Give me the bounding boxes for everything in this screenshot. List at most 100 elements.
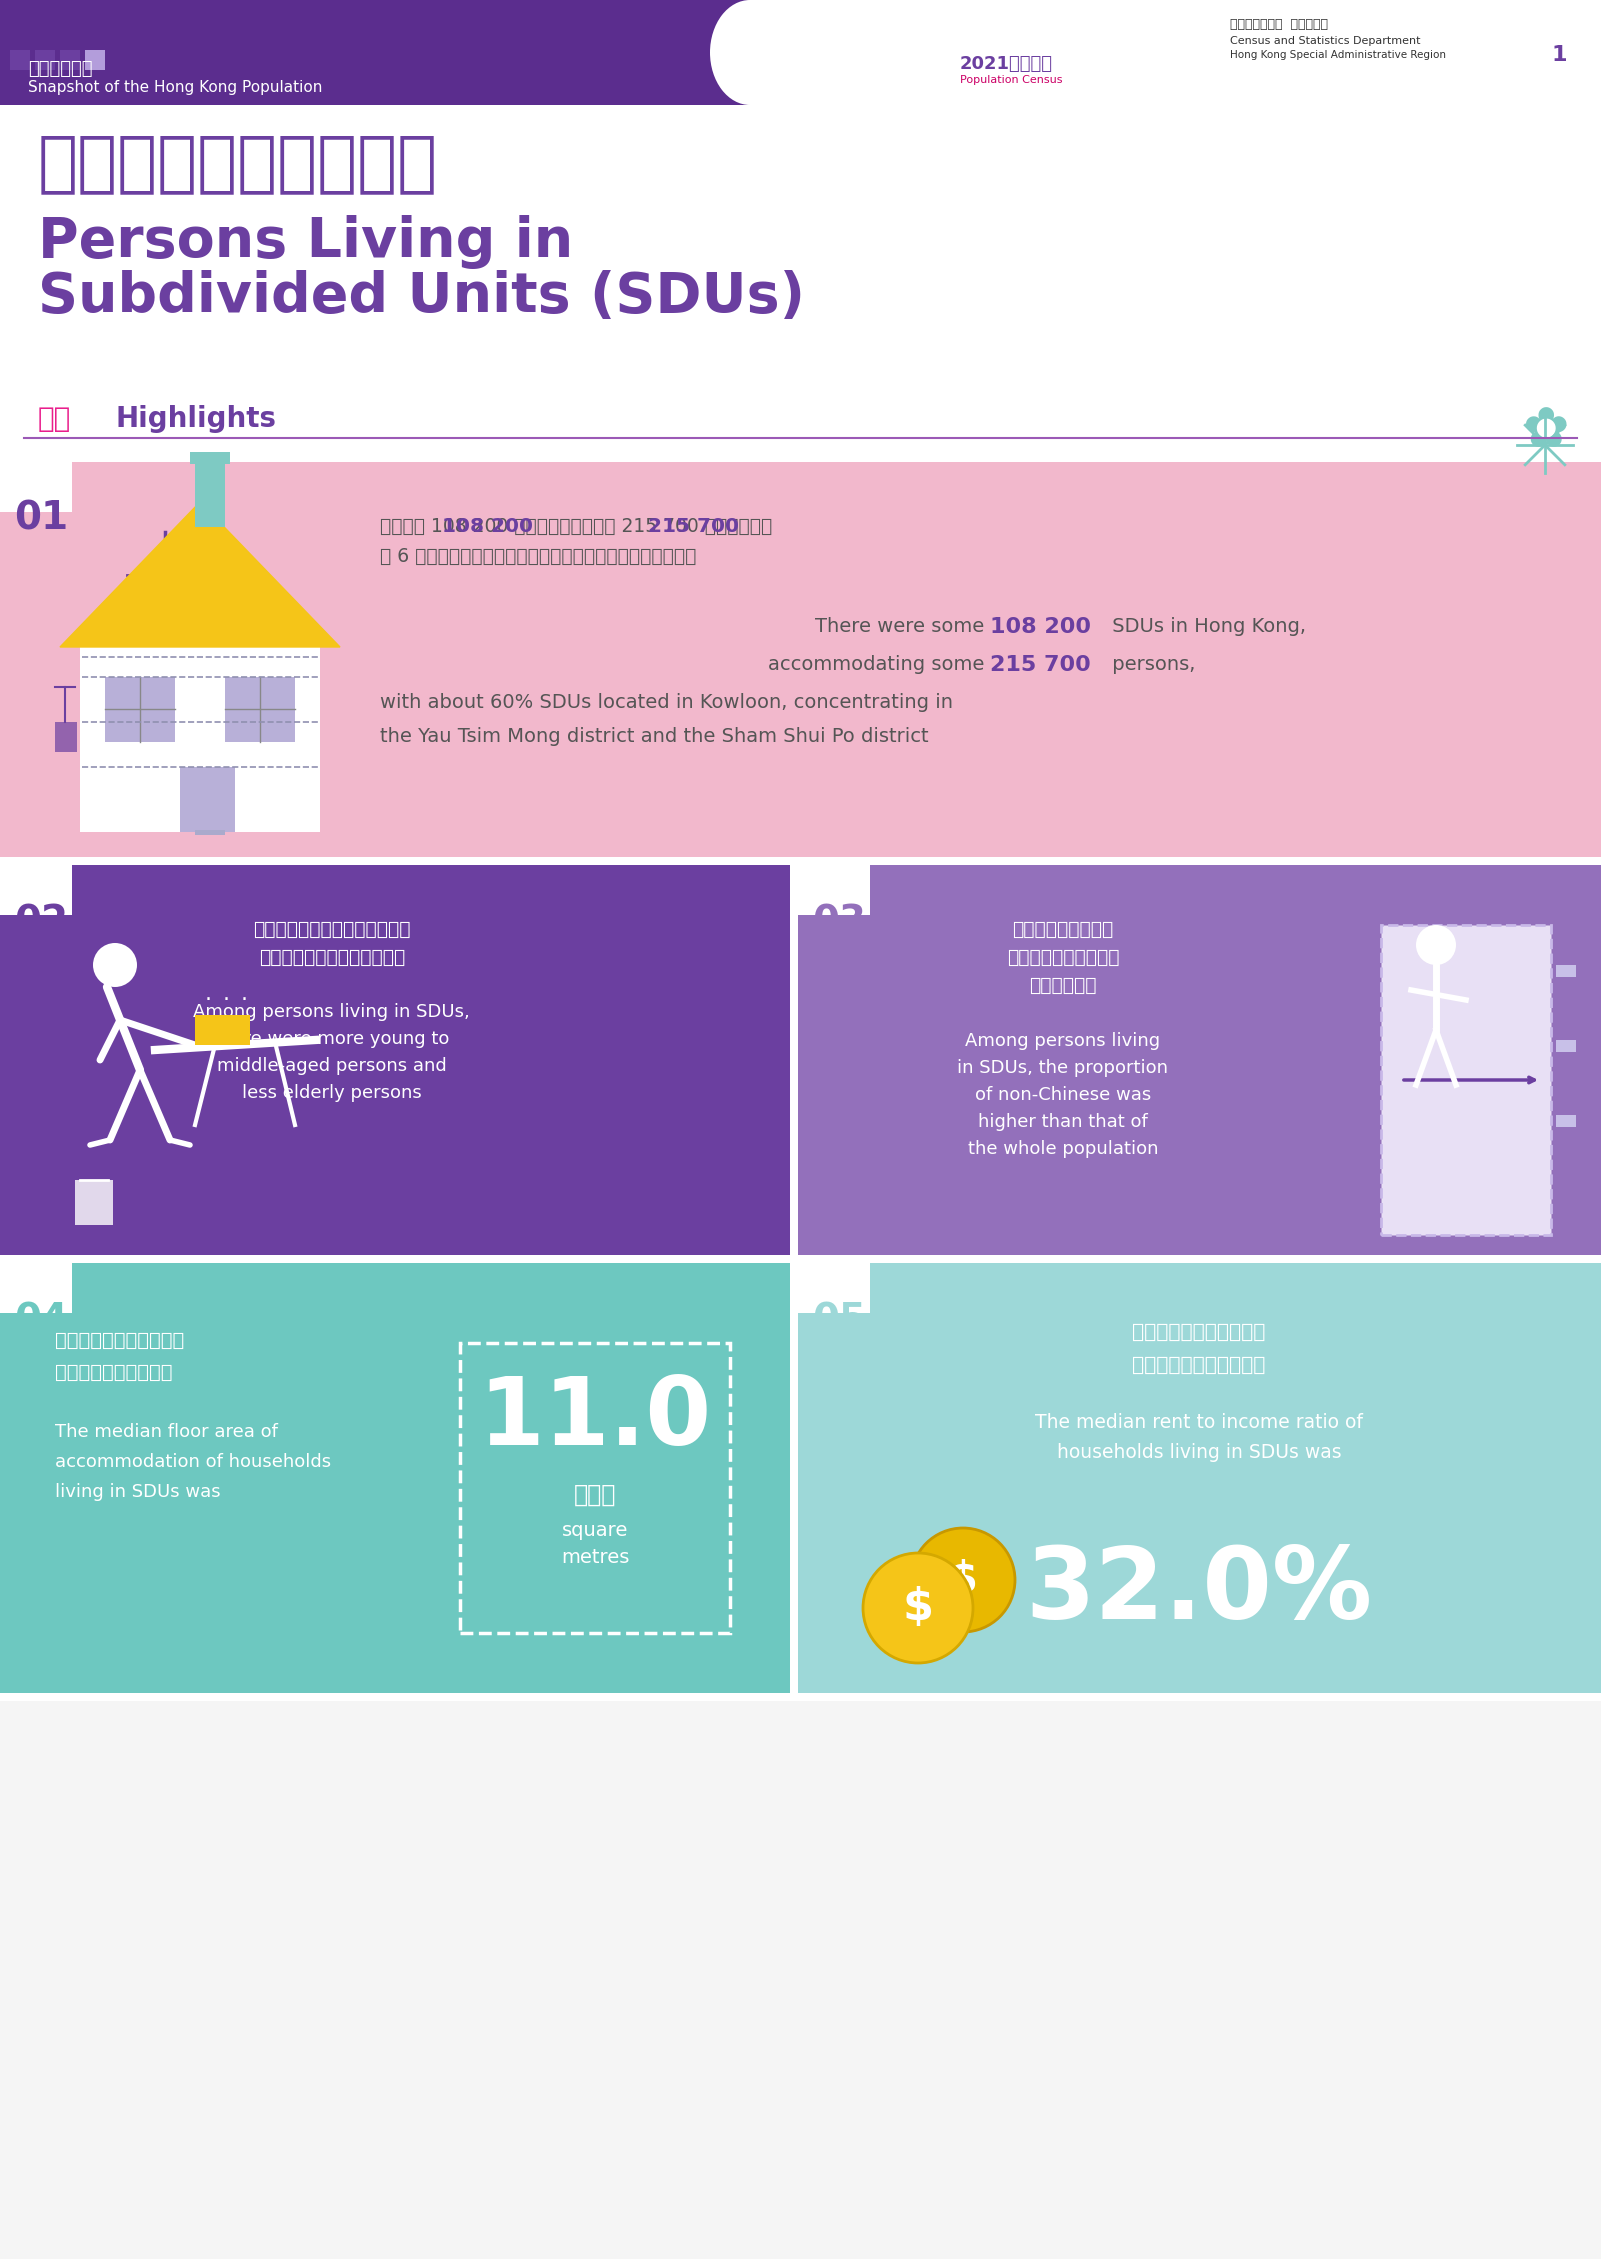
FancyBboxPatch shape — [195, 829, 226, 836]
Text: with about 60% SDUs located in Kowloon, concentrating in: with about 60% SDUs located in Kowloon, … — [379, 694, 953, 712]
Text: 04: 04 — [14, 1301, 67, 1340]
FancyBboxPatch shape — [0, 463, 1601, 856]
Text: 2021人口普查: 2021人口普查 — [961, 54, 1053, 72]
Text: 02: 02 — [14, 904, 69, 942]
Text: the Yau Tsim Mong district and the Sham Shui Po district: the Yau Tsim Mong district and the Sham … — [379, 727, 929, 745]
Text: SDUs in Hong Kong,: SDUs in Hong Kong, — [1106, 617, 1305, 637]
FancyBboxPatch shape — [54, 723, 77, 752]
Text: Highlights: Highlights — [115, 404, 275, 434]
Circle shape — [1415, 924, 1455, 965]
Text: 重點: 重點 — [38, 404, 72, 434]
Text: ·: · — [242, 989, 248, 1010]
Text: 有較多青中年人士，較少長者: 有較多青中年人士，較少長者 — [259, 949, 405, 967]
FancyBboxPatch shape — [59, 50, 80, 70]
Text: The median floor area of: The median floor area of — [54, 1423, 279, 1441]
Text: 的人士中，非華人比例: 的人士中，非華人比例 — [1007, 949, 1119, 967]
Text: 在居於分間樓宇單位的人士中，: 在居於分間樓宇單位的人士中， — [253, 919, 410, 940]
FancyBboxPatch shape — [1382, 924, 1551, 1236]
Text: ·: · — [205, 989, 211, 1010]
FancyBboxPatch shape — [179, 768, 235, 831]
FancyBboxPatch shape — [749, 0, 1601, 104]
Text: $: $ — [903, 1586, 933, 1629]
Text: households living in SDUs was: households living in SDUs was — [1057, 1444, 1342, 1462]
Text: middle-aged persons and: middle-aged persons and — [216, 1057, 447, 1075]
FancyBboxPatch shape — [35, 50, 54, 70]
Text: of non-Chinese was: of non-Chinese was — [975, 1087, 1151, 1105]
FancyBboxPatch shape — [195, 456, 226, 526]
Text: in SDUs, the proportion: in SDUs, the proportion — [957, 1059, 1169, 1078]
FancyBboxPatch shape — [80, 646, 320, 831]
Text: 香港特別行政區  政府統計處: 香港特別行政區 政府統計處 — [1230, 18, 1327, 32]
FancyBboxPatch shape — [85, 50, 106, 70]
Text: 香港人口概況: 香港人口概況 — [27, 61, 93, 79]
FancyBboxPatch shape — [195, 1014, 250, 1046]
Text: less elderly persons: less elderly persons — [242, 1084, 421, 1102]
FancyBboxPatch shape — [0, 461, 72, 513]
Text: 108 200: 108 200 — [442, 517, 533, 535]
Text: higher than that of: higher than that of — [978, 1114, 1148, 1132]
Text: 平方米: 平方米 — [573, 1482, 616, 1507]
FancyBboxPatch shape — [1556, 1116, 1575, 1127]
FancyBboxPatch shape — [0, 865, 789, 1256]
FancyBboxPatch shape — [1556, 965, 1575, 976]
Text: 108 200: 108 200 — [991, 617, 1092, 637]
Text: 租金與收入比率中位數為: 租金與收入比率中位數為 — [1132, 1355, 1266, 1376]
Text: 05: 05 — [812, 1301, 866, 1340]
Text: 居於分間樓宇單位人士: 居於分間樓宇單位人士 — [38, 131, 439, 197]
Text: ✿: ✿ — [1521, 404, 1569, 459]
Text: 在居於分間樓宇單位: 在居於分間樓宇單位 — [1012, 919, 1114, 940]
Text: Snapshot of the Hong Kong Population: Snapshot of the Hong Kong Population — [27, 79, 322, 95]
Text: Subdivided Units (SDUs): Subdivided Units (SDUs) — [38, 271, 805, 323]
Text: 全港約有 108 200 個分間樓宇單位，為 215 700 人提供居所；: 全港約有 108 200 個分間樓宇單位，為 215 700 人提供居所； — [379, 517, 772, 535]
FancyBboxPatch shape — [106, 678, 175, 741]
Text: 32.0%: 32.0% — [1026, 1543, 1372, 1640]
FancyBboxPatch shape — [75, 1179, 114, 1224]
Text: The median rent to income ratio of: The median rent to income ratio of — [1036, 1412, 1362, 1432]
Text: There were some: There were some — [815, 617, 991, 637]
Text: 較全港人口高: 較全港人口高 — [1029, 976, 1097, 994]
FancyBboxPatch shape — [0, 1701, 1601, 2259]
FancyBboxPatch shape — [797, 1261, 869, 1312]
FancyBboxPatch shape — [0, 1263, 789, 1692]
Text: 11.0: 11.0 — [479, 1373, 711, 1466]
Text: 215 700: 215 700 — [991, 655, 1092, 675]
Text: 03: 03 — [812, 904, 866, 942]
Text: persons,: persons, — [1106, 655, 1194, 673]
Text: accommodation of households: accommodation of households — [54, 1453, 331, 1471]
Text: $: $ — [948, 1559, 978, 1602]
FancyBboxPatch shape — [1556, 1039, 1575, 1053]
Text: 居於分間樓宇單位住戶的: 居於分間樓宇單位住戶的 — [54, 1331, 184, 1351]
Text: the whole population: the whole population — [967, 1141, 1158, 1159]
Text: 1: 1 — [1551, 45, 1567, 66]
Text: 居所樓面面積中位數為: 居所樓面面積中位數為 — [54, 1362, 173, 1383]
Text: Persons Living in: Persons Living in — [38, 215, 573, 269]
FancyBboxPatch shape — [0, 104, 1601, 416]
Polygon shape — [59, 501, 339, 646]
Text: ·: · — [223, 989, 231, 1010]
Ellipse shape — [709, 0, 789, 104]
Text: square: square — [562, 1520, 628, 1541]
Circle shape — [863, 1552, 973, 1663]
Circle shape — [911, 1527, 1015, 1631]
FancyBboxPatch shape — [10, 50, 30, 70]
FancyBboxPatch shape — [797, 1263, 1601, 1692]
Text: metres: metres — [560, 1547, 629, 1568]
Text: 約 6 成分間樓宇單位位於九龍，並集中於油尖旺區及深水埗區: 約 6 成分間樓宇單位位於九龍，並集中於油尖旺區及深水埗區 — [379, 547, 696, 567]
Circle shape — [93, 942, 138, 987]
FancyBboxPatch shape — [797, 865, 1601, 1256]
Text: Population Census: Population Census — [961, 75, 1063, 86]
FancyBboxPatch shape — [0, 0, 1601, 104]
FancyBboxPatch shape — [797, 863, 869, 915]
FancyBboxPatch shape — [226, 678, 295, 741]
Text: Among persons living in SDUs,: Among persons living in SDUs, — [194, 1003, 471, 1021]
Text: 01: 01 — [14, 499, 69, 538]
Text: Census and Statistics Department: Census and Statistics Department — [1230, 36, 1420, 45]
Text: accommodating some: accommodating some — [768, 655, 991, 673]
FancyBboxPatch shape — [0, 863, 72, 915]
FancyBboxPatch shape — [0, 1261, 72, 1312]
Text: Among persons living: Among persons living — [965, 1032, 1161, 1050]
Text: Hong Kong Special Administrative Region: Hong Kong Special Administrative Region — [1230, 50, 1446, 61]
Text: there were more young to: there were more young to — [215, 1030, 450, 1048]
Text: living in SDUs was: living in SDUs was — [54, 1482, 221, 1500]
Text: 215 700: 215 700 — [648, 517, 740, 535]
